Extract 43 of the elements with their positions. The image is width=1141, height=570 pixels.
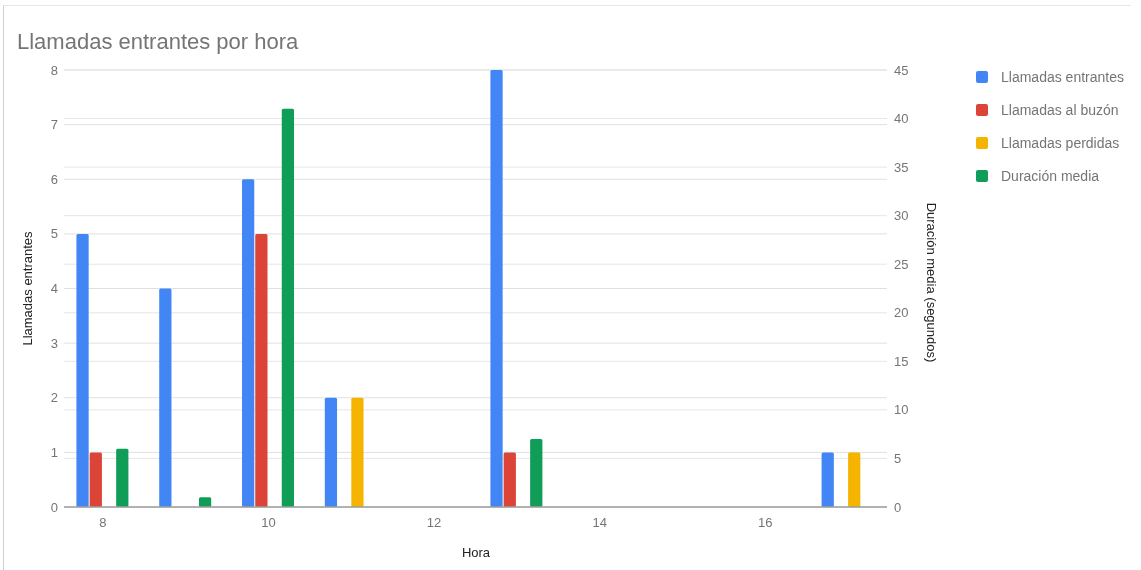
y2-tick-label: 40 (894, 111, 909, 127)
bar (490, 70, 503, 507)
y-tick-label: 4 (50, 281, 58, 297)
y2-tick-label: 15 (894, 353, 909, 369)
y2-tick-label: 10 (894, 402, 909, 418)
bar (255, 233, 268, 507)
y-tick-label: 0 (50, 499, 58, 515)
bar (159, 288, 172, 507)
legend-label: Llamadas perdidas (1001, 134, 1120, 151)
y2-tick-label: 25 (894, 256, 909, 272)
y-axis-title: Llamadas entrantes (20, 230, 35, 346)
y-tick-label: 6 (50, 171, 58, 187)
legend-label: Llamadas entrantes (1001, 68, 1124, 85)
bar (351, 397, 364, 507)
x-tick-label: 16 (758, 515, 773, 530)
bar (242, 179, 255, 507)
y-tick-label: 1 (50, 444, 58, 460)
bar (821, 452, 834, 507)
y2-tick-label: 30 (894, 208, 909, 224)
y2-tick-label: 0 (894, 499, 902, 515)
y2-tick-label: 45 (894, 62, 909, 78)
bar (848, 452, 861, 507)
y-tick-label: 7 (50, 117, 58, 133)
bar (89, 452, 102, 507)
y-tick-label: 5 (50, 226, 58, 242)
bar (76, 233, 89, 507)
x-tick-label: 12 (426, 515, 442, 530)
x-tick-label: 8 (99, 515, 107, 530)
x-axis-title: Hora (461, 545, 491, 560)
legend-label: Duración media (1001, 167, 1100, 184)
y2-tick-label: 5 (894, 450, 902, 466)
bar (503, 452, 516, 507)
y-tick-label: 8 (50, 62, 58, 78)
y-tick-label: 2 (50, 390, 58, 406)
x-tick-label: 10 (261, 515, 276, 530)
legend-label: Llamadas al buzón (1001, 101, 1119, 118)
x-tick-label: 14 (592, 515, 607, 530)
y2-axis-title: Duración media (segundos) (924, 202, 939, 363)
bar (324, 397, 338, 507)
y2-tick-label: 35 (894, 159, 909, 175)
y-tick-label: 3 (50, 335, 58, 351)
chart-title: Llamadas entrantes por hora (17, 29, 300, 54)
y2-tick-label: 20 (894, 305, 909, 321)
